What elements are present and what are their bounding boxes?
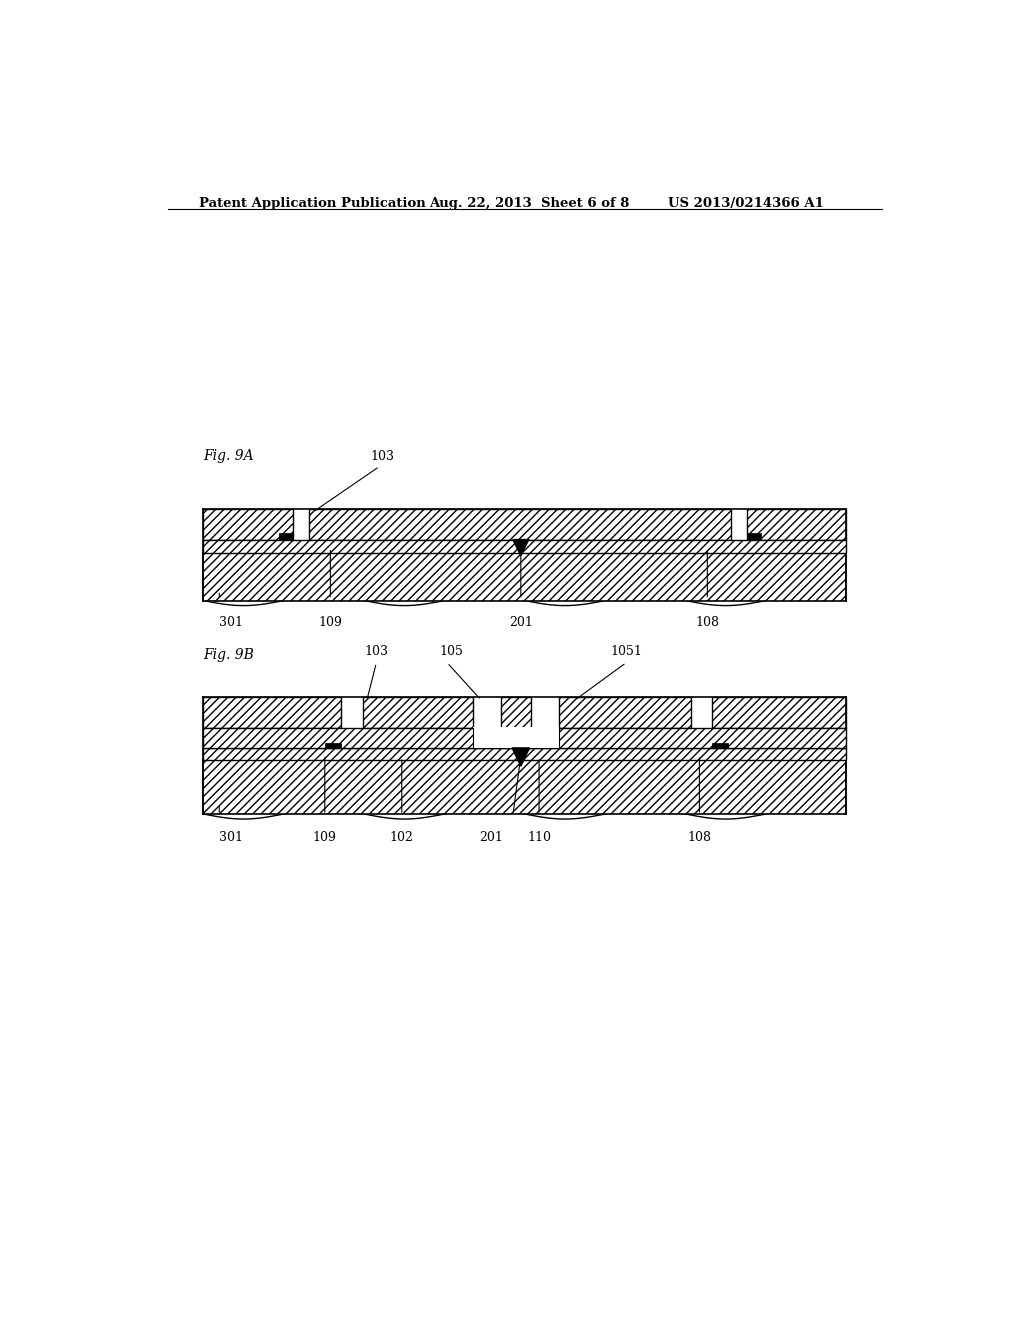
Bar [362,697,473,727]
Text: Aug. 22, 2013  Sheet 6 of 8: Aug. 22, 2013 Sheet 6 of 8 [430,197,630,210]
Text: Fig. 9A: Fig. 9A [204,449,254,463]
Text: 201: 201 [509,615,532,628]
Bar [559,697,691,727]
Text: Patent Application Publication: Patent Application Publication [200,197,426,210]
Bar [204,553,846,601]
Bar [204,748,846,760]
Text: 108: 108 [687,832,712,845]
Text: 109: 109 [313,832,337,845]
Bar [204,727,846,748]
Bar [748,533,761,540]
Text: US 2013/0214366 A1: US 2013/0214366 A1 [668,197,823,210]
Bar [204,760,846,814]
Bar [204,540,846,553]
Bar [712,697,846,727]
Text: 103: 103 [370,450,394,463]
Text: 1051: 1051 [610,645,642,659]
Bar [712,743,728,748]
Text: 201: 201 [479,832,504,845]
Bar [204,697,341,727]
Text: 301: 301 [219,615,244,628]
Bar [325,743,341,748]
Text: 102: 102 [390,832,414,845]
Bar [473,726,559,748]
Text: Fig. 9B: Fig. 9B [204,648,254,661]
Text: 103: 103 [365,645,388,659]
Text: 109: 109 [318,615,342,628]
Text: 108: 108 [695,615,719,628]
Bar [501,697,531,727]
Polygon shape [513,540,528,556]
Text: 105: 105 [439,645,463,659]
Bar [309,510,731,540]
Text: 301: 301 [219,832,244,845]
Text: 110: 110 [527,832,551,845]
Bar [204,510,293,540]
Bar [279,533,293,540]
Bar [748,510,846,540]
Polygon shape [512,748,529,766]
